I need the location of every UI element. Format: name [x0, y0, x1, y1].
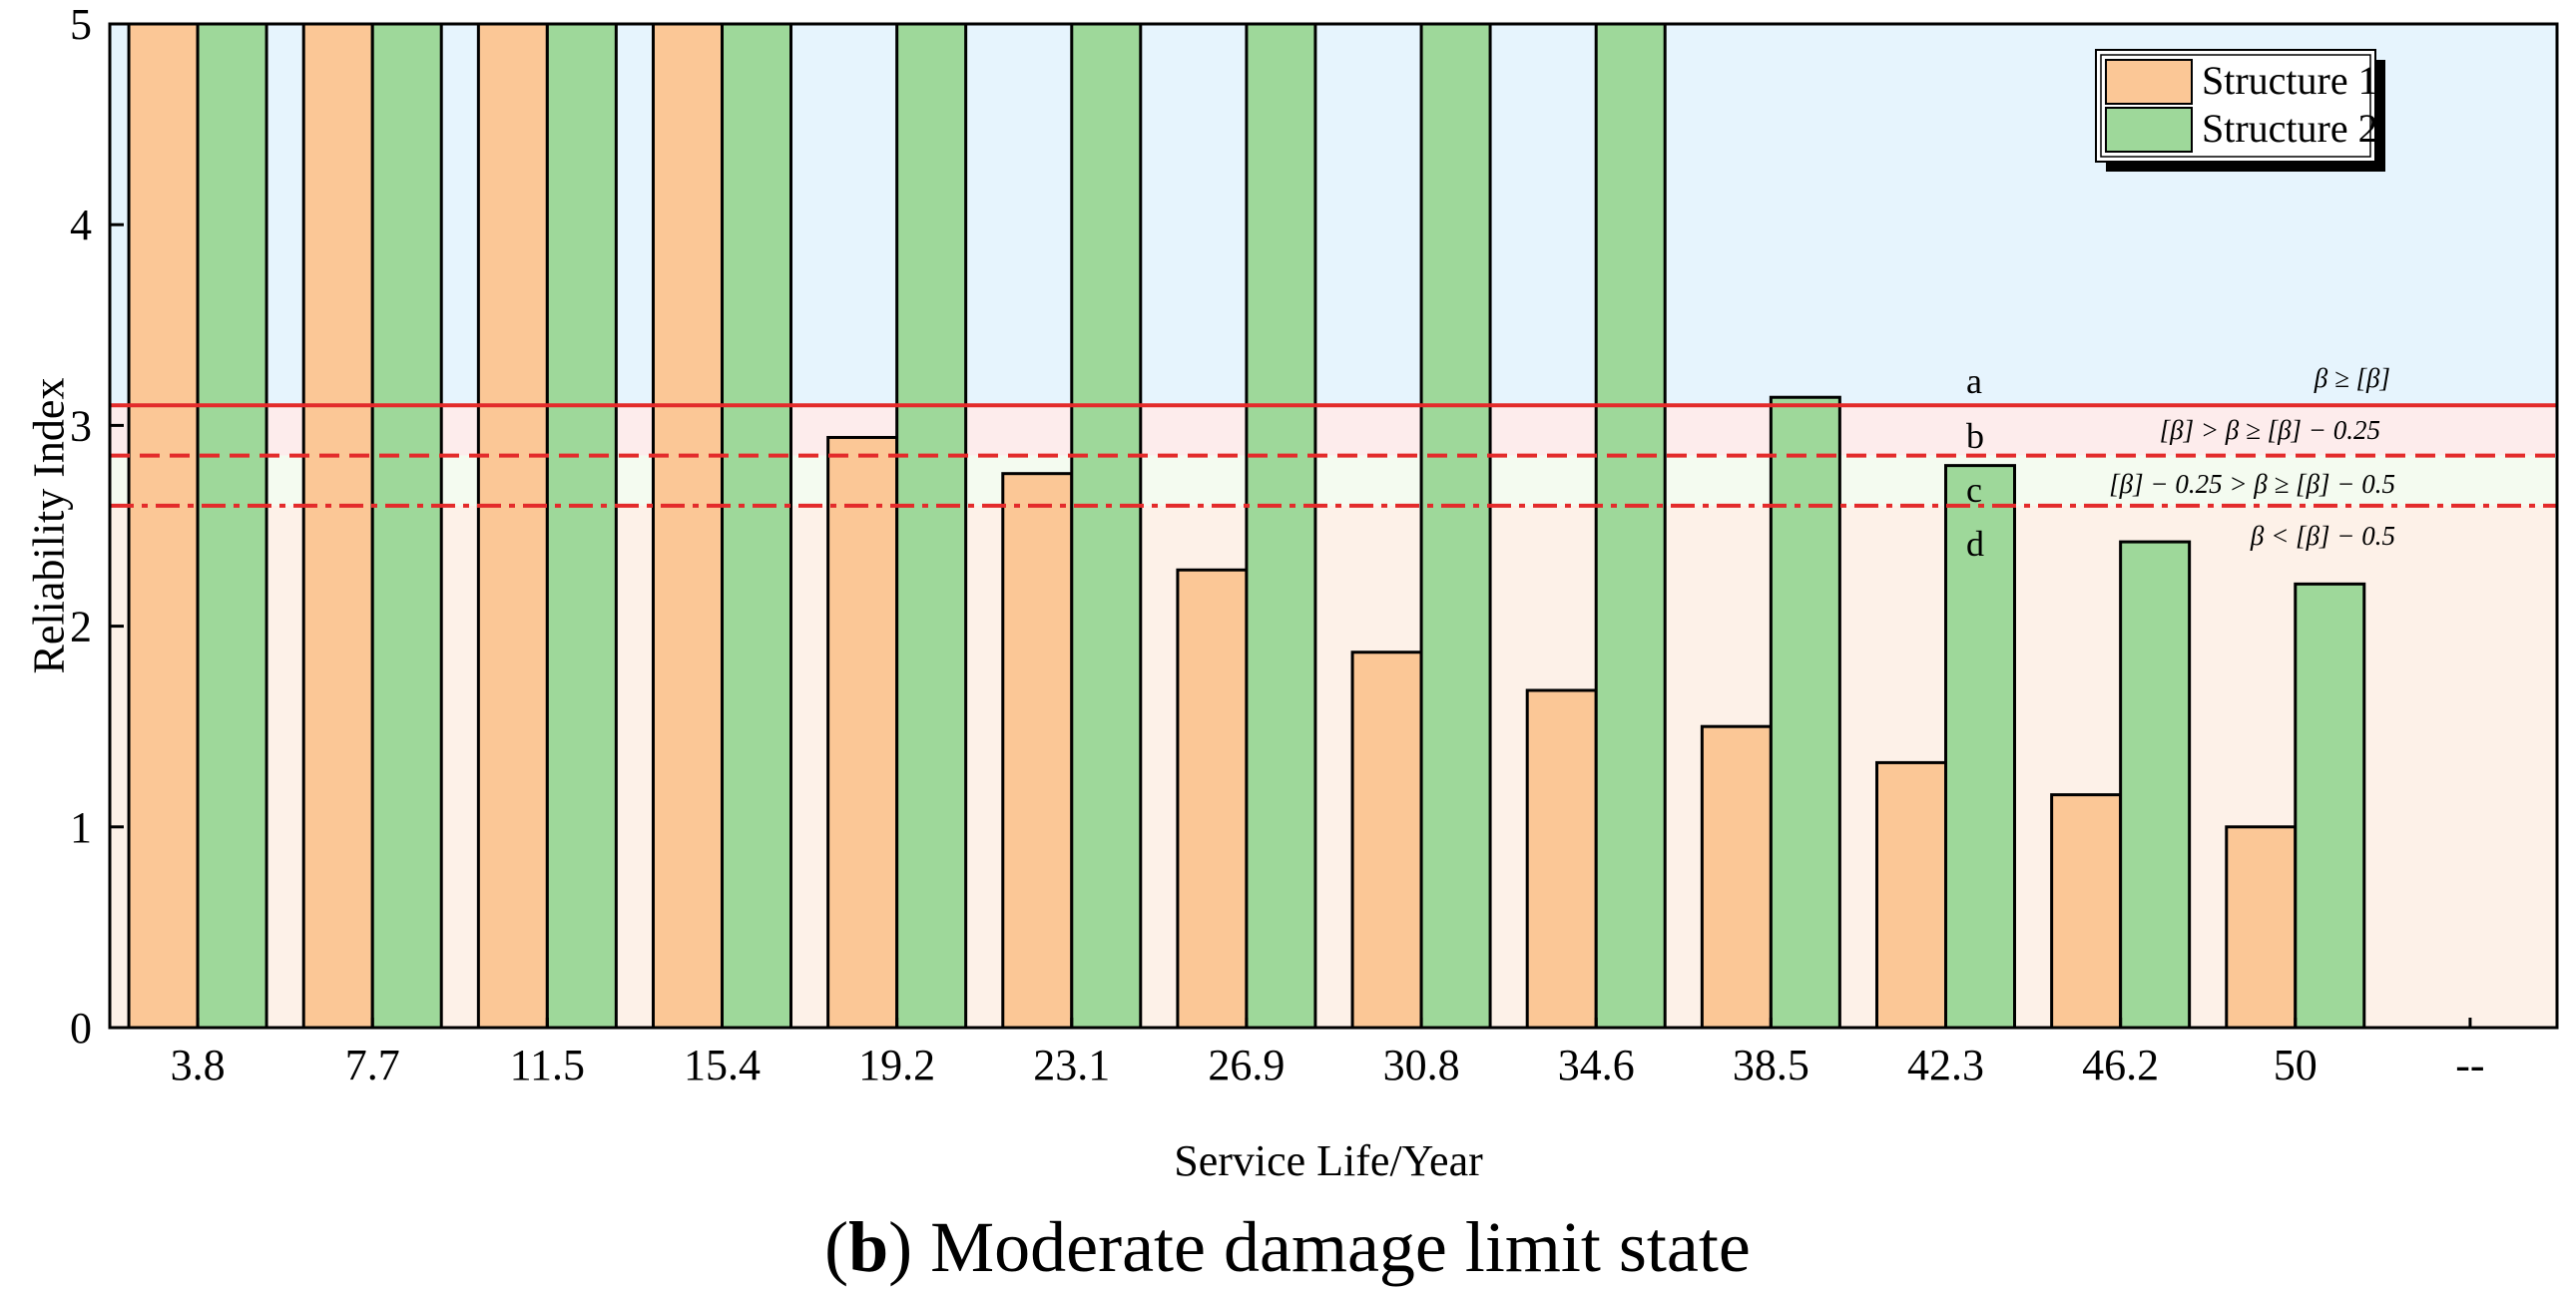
legend-label-structure-1: Structure 1	[2202, 58, 2378, 103]
bar-structure-2-26.9	[1245, 22, 1317, 1030]
x-tick-label-30.8: 30.8	[1383, 1041, 1460, 1089]
zone-letter-a: a	[1966, 361, 1982, 401]
x-tick-label-3.8: 3.8	[171, 1041, 226, 1089]
y-tick-label-4: 4	[70, 201, 92, 249]
x-tick-label-34.6: 34.6	[1558, 1041, 1635, 1089]
bar-structure-1-7.7	[301, 22, 374, 1030]
zone-letter-d: d	[1966, 524, 1984, 564]
x-tick-label-7.7: 7.7	[345, 1041, 400, 1089]
bar-structure-2-34.6	[1594, 22, 1667, 1030]
y-tick-label-2: 2	[70, 603, 92, 651]
legend-label-structure-2: Structure 2	[2202, 106, 2378, 151]
plot-frame	[108, 22, 2559, 1030]
bar-structure-1-46.2	[2050, 793, 2123, 1030]
x-tick-label-38.5: 38.5	[1733, 1041, 1809, 1089]
x-tick-label-23.1: 23.1	[1033, 1041, 1110, 1089]
x-tick-label-19.2: 19.2	[858, 1041, 935, 1089]
x-tick-label-15.4: 15.4	[684, 1041, 761, 1089]
y-axis-label: Reliability Index	[24, 378, 73, 674]
y-axis-ticks: 0 1 2 3 4 5	[70, 0, 124, 1053]
bar-structure-1-19.2	[826, 435, 899, 1030]
bar-structure-1-50	[2225, 825, 2298, 1030]
x-tick-label-11.5: 11.5	[510, 1041, 585, 1089]
zone-condition-b: [β] > β ≥ [β] − 0.25	[2160, 415, 2380, 445]
x-axis-ticks: 3.8 7.7 11.5 15.4 19.2 23.1 26.9 30.8 34.6 38.5 42…	[171, 1018, 2485, 1089]
zone-letter-c: c	[1966, 470, 1982, 510]
bar-structure-1-42.3	[1875, 760, 1947, 1030]
caption-text: Moderate damage limit state	[930, 1207, 1751, 1287]
bar-structure-1-11.5	[476, 22, 549, 1030]
bar-structure-2-46.2	[2119, 540, 2192, 1030]
bar-structure-2-50	[2294, 582, 2366, 1030]
threshold-lines	[110, 403, 2557, 508]
x-tick-label-50: 50	[2274, 1041, 2318, 1089]
bar-structure-1-15.4	[652, 22, 724, 1030]
x-tick-label---: --	[2455, 1041, 2484, 1089]
y-tick-label-5: 5	[70, 0, 92, 49]
x-tick-label-46.2: 46.2	[2082, 1041, 2159, 1089]
legend-inner-border	[2100, 54, 2371, 158]
caption-label: b	[848, 1207, 888, 1287]
bar-structure-2-38.5	[1769, 395, 1841, 1030]
bar-structure-2-19.2	[895, 22, 968, 1030]
x-axis-label: Service Life/Year	[1174, 1136, 1483, 1185]
bar-structure-1-30.8	[1350, 650, 1423, 1030]
bar-series	[127, 22, 2366, 1030]
bar-structure-1-3.8	[127, 22, 200, 1030]
y-tick-label-3: 3	[70, 401, 92, 450]
zone-letter-b: b	[1966, 416, 1984, 456]
bar-structure-1-26.9	[1176, 568, 1249, 1030]
bar-structure-1-23.1	[1001, 472, 1074, 1030]
figure-caption: (b) Moderate damage limit state	[824, 1207, 1751, 1287]
y-tick-label-1: 1	[70, 803, 92, 852]
bar-structure-2-23.1	[1070, 22, 1143, 1030]
bar-structure-2-30.8	[1419, 22, 1492, 1030]
zone-condition-c: [β] − 0.25 > β ≥ [β] − 0.5	[2109, 469, 2395, 499]
x-tick-label-26.9: 26.9	[1208, 1041, 1285, 1089]
legend-swatch-structure-2	[2105, 107, 2193, 153]
bar-structure-2-7.7	[370, 22, 443, 1030]
zone-condition-d: β < [β] − 0.5	[2250, 521, 2395, 551]
zone-labels: a β ≥ [β] b [β] > β ≥ [β] − 0.25 c [β] − 0.25…	[1966, 361, 2395, 564]
bar-structure-2-42.3	[1944, 464, 2016, 1030]
bar-structure-2-11.5	[545, 22, 618, 1030]
x-tick-label-42.3: 42.3	[1907, 1041, 1984, 1089]
y-tick-label-0: 0	[70, 1004, 92, 1053]
bar-structure-2-15.4	[721, 22, 792, 1030]
zone-condition-a: β ≥ [β]	[2314, 363, 2390, 393]
bar-structure-1-38.5	[1700, 724, 1773, 1030]
bar-structure-1-34.6	[1525, 688, 1598, 1030]
bar-structure-2-3.8	[196, 22, 268, 1030]
legend-swatch-structure-1	[2105, 59, 2193, 105]
